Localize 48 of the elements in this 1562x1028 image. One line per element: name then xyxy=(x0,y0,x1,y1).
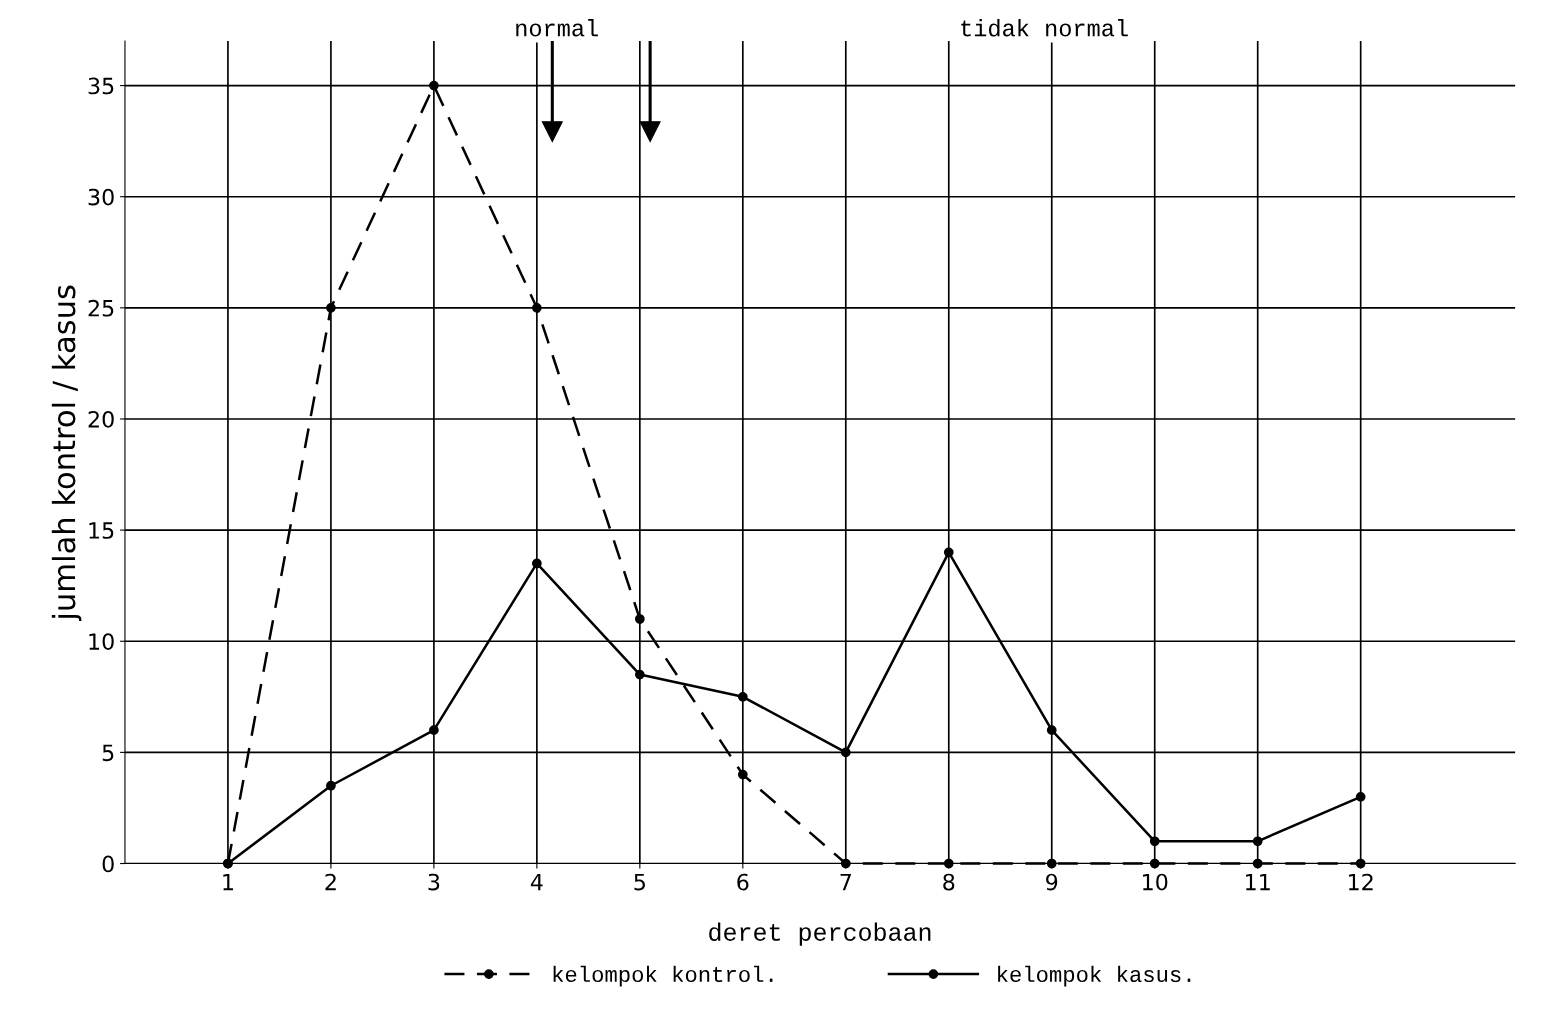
x-tick-label: 10 xyxy=(1143,873,1168,891)
x-tick-label: 11 xyxy=(1246,873,1270,891)
point xyxy=(943,547,954,558)
x-tick-label: 7 xyxy=(840,873,851,891)
legend-label: kelompok kasus. xyxy=(998,965,1191,987)
x-tick-label: 8 xyxy=(943,873,955,891)
point xyxy=(532,558,542,569)
text: tidak normal xyxy=(961,19,1128,37)
y-tick-label: 15 xyxy=(89,522,114,539)
point xyxy=(634,614,645,624)
point xyxy=(1149,836,1160,847)
y-tick-label: 35 xyxy=(88,77,114,95)
point xyxy=(840,858,851,869)
point xyxy=(1252,836,1263,847)
point xyxy=(737,691,748,702)
x-tick-label: 5 xyxy=(634,873,645,891)
point xyxy=(1252,858,1263,869)
point xyxy=(737,769,748,780)
point xyxy=(634,669,645,680)
y-tick-label: 0 xyxy=(102,855,114,873)
x-tick-label: 12 xyxy=(1348,873,1373,891)
y-tick-label: 5 xyxy=(102,744,114,762)
point xyxy=(429,80,439,91)
point xyxy=(1046,725,1057,736)
point xyxy=(1149,858,1160,869)
point xyxy=(1046,858,1057,869)
x-tick-label: 1 xyxy=(223,873,233,891)
y-tick-label: 10 xyxy=(89,633,114,651)
x-tick-label: 2 xyxy=(325,873,336,891)
y-tick-label: 20 xyxy=(88,410,114,428)
x-tick-label: 4 xyxy=(530,873,543,891)
point xyxy=(943,858,954,869)
y-tick-label: 30 xyxy=(88,188,114,206)
y-axis-title: jumlah kontrol / kasus xyxy=(51,285,82,622)
text: normal xyxy=(516,19,598,37)
x-tick-label: 9 xyxy=(1046,873,1058,891)
point xyxy=(840,747,851,758)
point xyxy=(326,780,336,791)
y-tick-label: 25 xyxy=(88,299,114,317)
legend-label: kelompok kontrol. xyxy=(553,965,773,987)
point xyxy=(1355,791,1366,802)
point xyxy=(326,302,336,313)
x-tick-label: 3 xyxy=(428,873,440,891)
x-axis-title: deret percobaan xyxy=(709,922,931,946)
point xyxy=(429,725,439,736)
x-tick-label: 6 xyxy=(737,873,749,891)
point xyxy=(532,302,542,313)
point xyxy=(1355,858,1366,869)
